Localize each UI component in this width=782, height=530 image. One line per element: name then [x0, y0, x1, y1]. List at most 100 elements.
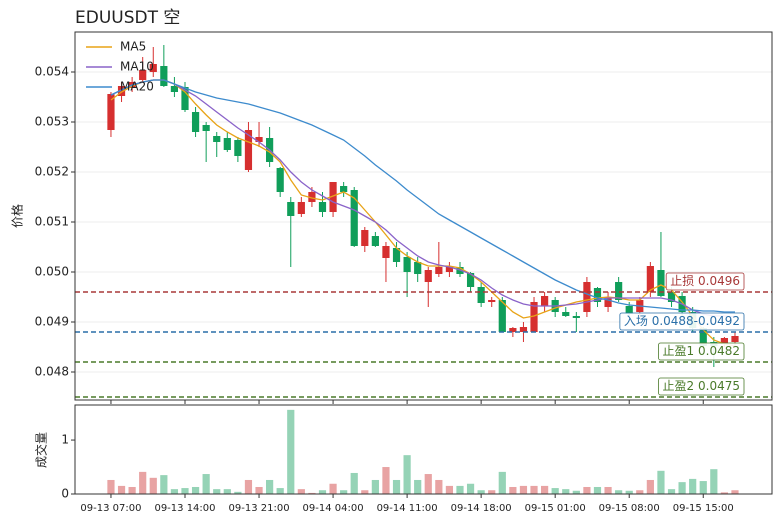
candle-body: [382, 246, 390, 258]
candle-body: [107, 94, 115, 130]
level-label-box: [658, 342, 745, 361]
candle-body: [530, 302, 538, 332]
volume-bar: [107, 479, 115, 494]
candle-body: [720, 338, 729, 344]
volume-bar: [403, 455, 411, 494]
candle-body: [403, 257, 411, 272]
candle-body: [488, 300, 496, 302]
volume-bar: [646, 479, 654, 494]
volume-frame: [74, 404, 773, 495]
candle-body: [213, 136, 221, 142]
candle-body: [181, 87, 189, 110]
volume-bar: [414, 479, 422, 494]
candle-body: [340, 186, 348, 192]
volume-y-tick-label: 0: [61, 487, 69, 501]
volume-bar: [308, 492, 316, 494]
legend-label: MA5: [120, 40, 146, 54]
candle-body: [244, 130, 253, 170]
y-tick-label: 0.051: [35, 215, 69, 229]
volume-bar: [498, 471, 506, 494]
candle-body: [318, 202, 327, 212]
candle-body: [149, 64, 157, 72]
volume-bar: [572, 490, 580, 494]
ma-line: [110, 79, 736, 347]
plot-frame: [74, 31, 773, 401]
volume-bar: [699, 481, 707, 494]
volume-bar: [657, 470, 665, 494]
y-tick-label: 0.053: [35, 115, 69, 129]
volume-bar: [234, 491, 242, 494]
volume-bar: [191, 486, 200, 494]
candle-body: [202, 125, 210, 131]
volume-axis-label: 成交量: [34, 432, 49, 468]
candle-body: [731, 336, 739, 342]
level-label: 止盈2 0.0475: [663, 379, 740, 393]
volume-bar: [276, 488, 284, 494]
volume-bar: [340, 490, 348, 494]
volume-bar: [435, 479, 443, 494]
volume-bar: [445, 485, 454, 494]
volume-bar: [488, 490, 496, 494]
y-tick-label: 0.049: [35, 315, 69, 329]
volume-bar: [392, 479, 401, 494]
candle-body: [276, 168, 284, 192]
ma-line: [110, 79, 735, 313]
level-label-box: [619, 312, 745, 331]
legend-label: MA10: [120, 60, 154, 74]
volume-bar: [636, 490, 644, 494]
candle-body: [593, 288, 602, 302]
y-tick-label: 0.048: [35, 365, 69, 379]
candle-body: [435, 267, 443, 274]
volume-bar: [583, 486, 591, 494]
volume-bar: [625, 490, 633, 494]
volume-bar: [551, 488, 559, 494]
y-tick-label: 0.050: [35, 265, 69, 279]
candle-body: [392, 248, 401, 262]
volume-bar: [223, 489, 231, 494]
volume-y-tick-label: 1: [61, 433, 69, 447]
volume-bar: [689, 478, 697, 494]
volume-bar: [720, 492, 729, 494]
volume-bar: [287, 409, 295, 494]
candle-body: [329, 182, 337, 212]
volume-bar: [266, 479, 274, 494]
volume-bar: [139, 471, 147, 494]
candle-body: [255, 137, 263, 142]
volume-bar: [160, 475, 168, 494]
volume-bar: [149, 477, 157, 494]
level-label-box: [665, 272, 745, 291]
candle-body: [498, 300, 506, 332]
volume-bar: [519, 485, 528, 494]
candle-body: [615, 282, 623, 300]
candle-body: [509, 328, 517, 332]
y-tick-label: 0.052: [35, 165, 69, 179]
candle-body: [223, 138, 231, 150]
candle-body: [604, 297, 612, 307]
y-tick-label: 0.054: [35, 65, 69, 79]
x-tick-label: 09-15 01:00: [525, 503, 586, 514]
volume-bar: [731, 490, 739, 494]
volume-bar: [318, 490, 327, 494]
candle-body: [541, 296, 549, 306]
volume-bar: [181, 488, 189, 494]
candle-body: [699, 328, 707, 346]
x-tick-label: 09-13 07:00: [80, 503, 141, 514]
candle-body: [667, 292, 676, 302]
candle-body: [371, 236, 379, 246]
volume-bar: [477, 490, 485, 494]
volume-bar: [562, 489, 570, 494]
volume-bar: [615, 490, 623, 494]
volume-bar: [128, 486, 136, 494]
volume-bar: [350, 472, 358, 494]
volume-bar: [244, 479, 253, 494]
volume-bar: [202, 474, 210, 494]
volume-bar: [541, 485, 549, 494]
candle-body: [646, 266, 654, 292]
volume-bar: [604, 486, 612, 494]
volume-bar: [329, 483, 337, 494]
candle-body: [308, 192, 316, 202]
candle-body: [170, 86, 179, 92]
candle-body: [287, 202, 295, 216]
volume-bar: [361, 490, 369, 494]
